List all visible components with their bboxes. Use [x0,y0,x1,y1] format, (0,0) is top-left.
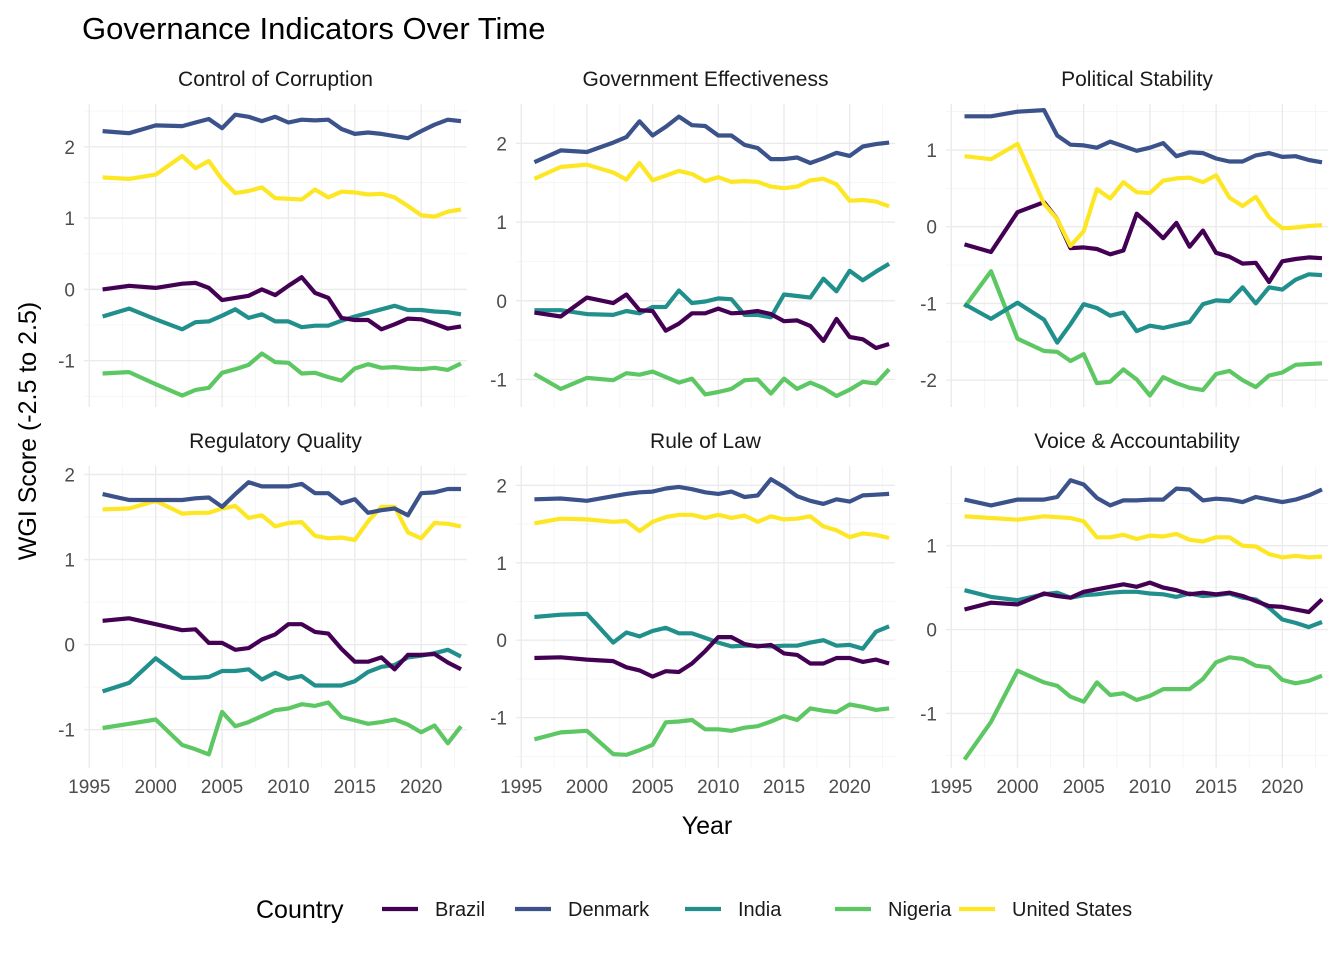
x-tick-label: 1995 [930,777,972,798]
series-line-brazil [102,616,462,672]
legend-item-nigeria: Nigeria [835,899,952,921]
series-line-brazil [102,275,462,332]
panel-rule-of-law: Rule of Law -1 0 1 2 1995 2000 2005 2010 2015 2020 [490,430,895,798]
x-tick-label: 2005 [1063,777,1105,798]
x-tick-label: 2015 [763,777,805,798]
panel-regulatory-quality: Regulatory Quality -1 0 1 2 1995 2000 2005 2010 2… [58,430,467,798]
series-line-denmark [102,480,461,518]
y-tick-label: 1 [64,209,75,230]
series-line-united-states [102,498,462,543]
y-tick-label: 1 [496,554,507,575]
x-tick-label: 2010 [697,777,739,798]
x-tick-label: 2020 [400,777,442,798]
series-line-nigeria [533,367,891,399]
series-line-united-states [964,514,1323,560]
y-tick-label: 0 [926,621,937,642]
y-tick-label: 1 [64,551,75,572]
panel-political-stability: Political Stability -2 -1 0 1 [920,68,1328,407]
y-tick-label: 1 [496,213,507,234]
series-line-denmark [964,107,1323,165]
x-tick-label: 2010 [267,777,309,798]
series-line-united-states [533,160,890,209]
y-tick-label: -1 [490,370,507,391]
y-axis-title: WGI Score (-2.5 to 2.5) [14,302,42,560]
series-line-united-states [102,153,462,219]
series-line-denmark [533,114,890,166]
x-axis-title: Year [682,812,733,840]
series-line-india [534,261,891,320]
x-tick-label: 2005 [201,777,243,798]
x-tick-label: 2000 [996,777,1038,798]
y-tick-label: 0 [926,218,937,239]
legend-label: Nigeria [888,899,952,921]
x-tick-label: 2015 [334,777,376,798]
legend-label: Denmark [568,899,650,921]
y-tick-label: 0 [64,636,75,657]
series-line-denmark [964,478,1323,508]
series-line-india [534,611,890,651]
legend-title: Country [256,896,344,924]
series-line-brazil [534,292,890,351]
legend-label: United States [1012,899,1132,921]
y-tick-label: -1 [58,721,75,742]
legend-item-india: India [685,899,782,921]
series-line-india [102,303,462,332]
series-line-united-states [534,512,890,541]
panel-control-of-corruption: Control of Corruption -1 0 1 2 [58,68,467,407]
y-tick-label: 2 [496,134,507,155]
y-tick-label: -1 [490,709,507,730]
x-tick-label: 2020 [1261,777,1303,798]
series-line-denmark [102,112,462,141]
legend-item-denmark: Denmark [515,899,650,921]
series-line-brazil [963,580,1324,615]
x-tick-label: 2005 [631,777,673,798]
chart-title: Governance Indicators Over Time [82,11,545,46]
y-tick-label: 0 [496,631,507,652]
series-line-nigeria [962,269,1323,398]
x-tick-label: 1995 [500,777,542,798]
y-tick-label: -1 [920,704,937,725]
y-tick-label: 2 [64,466,75,487]
panel-title: Control of Corruption [178,68,373,91]
legend-label: India [738,899,782,921]
y-tick-label: 1 [926,141,937,162]
panel-title: Voice & Accountability [1034,430,1240,453]
x-tick-label: 2010 [1129,777,1171,798]
series-line-nigeria [962,655,1323,761]
panel-government-effectiveness: Government Effectiveness -1 0 1 2 [490,68,895,407]
series-line-nigeria [533,702,890,757]
series-line-india [963,272,1323,345]
y-tick-label: 0 [496,292,507,313]
legend-item-united-states: United States [959,899,1132,921]
series-line-denmark [534,477,890,506]
x-tick-label: 2020 [829,777,871,798]
x-tick-label: 2015 [1195,777,1237,798]
x-tick-label: 2000 [135,777,177,798]
y-tick-label: -2 [920,371,937,392]
legend: Country Brazil Denmark India Nigeria United … [256,896,1132,924]
series-line-nigeria [102,351,462,398]
y-tick-label: -1 [58,352,75,373]
x-tick-label: 2000 [566,777,608,798]
panel-title: Regulatory Quality [189,430,362,453]
legend-label: Brazil [435,899,485,921]
series-line-nigeria [102,700,463,757]
panel-title: Political Stability [1061,68,1213,91]
y-tick-label: 0 [64,280,75,301]
y-tick-label: 2 [496,476,507,497]
y-tick-label: 2 [64,138,75,159]
panel-voice-accountability: Voice & Accountability -1 0 1 1995 2000 2005 20… [920,430,1328,798]
panel-title: Rule of Law [650,430,762,453]
legend-item-brazil: Brazil [382,899,485,921]
series-line-brazil [534,634,890,679]
y-tick-label: -1 [920,294,937,315]
series-line-united-states [964,141,1323,248]
y-tick-label: 1 [926,537,937,558]
panel-title: Government Effectiveness [583,68,829,91]
x-tick-label: 1995 [68,777,110,798]
